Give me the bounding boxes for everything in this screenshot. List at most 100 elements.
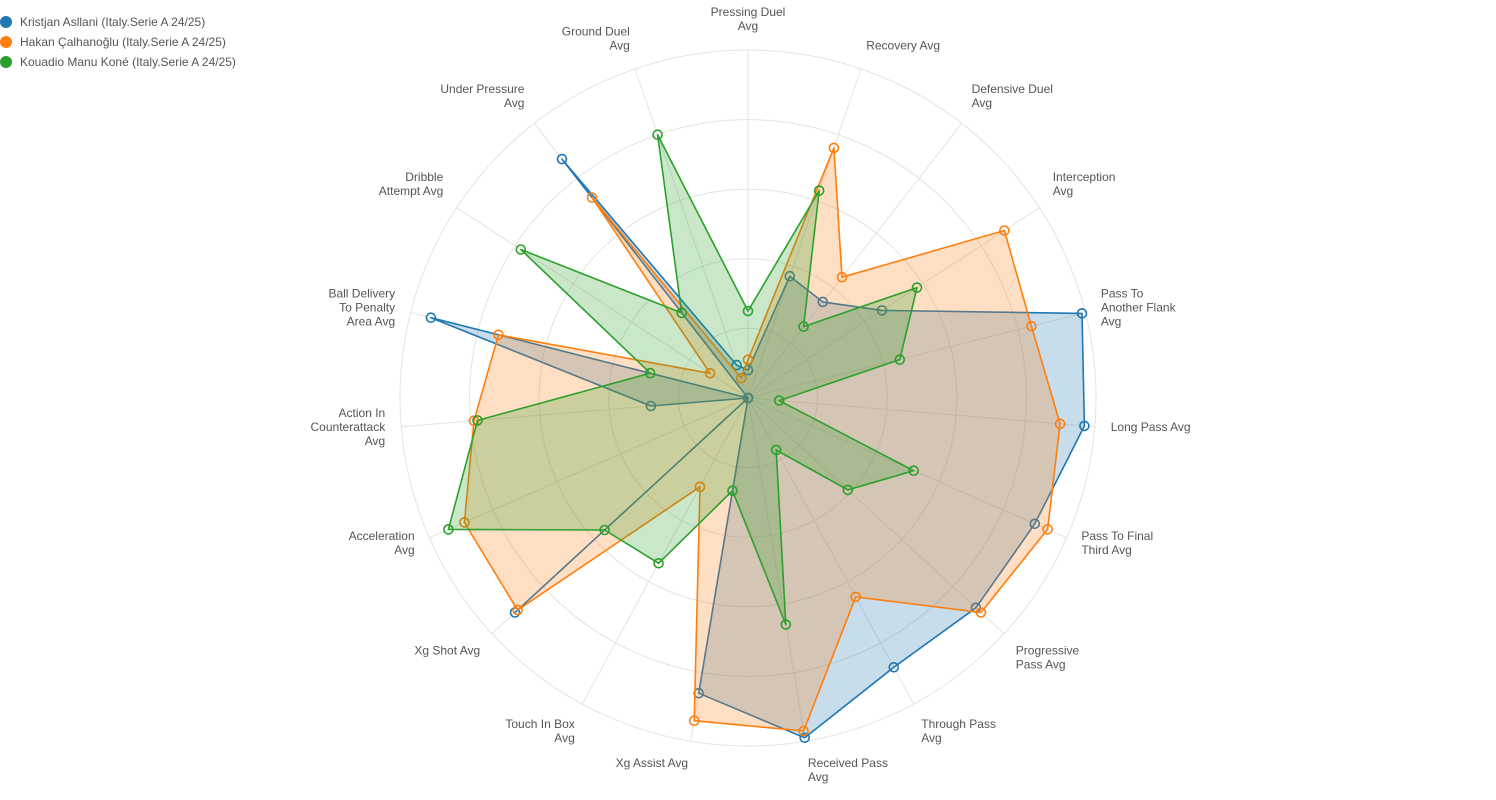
grid-spoke xyxy=(747,397,1095,428)
data-point xyxy=(770,444,782,456)
axis-label-line: Received Pass xyxy=(808,756,888,770)
axis-label-line: Ground Duel xyxy=(562,25,630,39)
axis-label: Acceleration Avg xyxy=(349,529,415,557)
data-point xyxy=(676,307,688,319)
axis-label-line: Avg xyxy=(738,19,758,33)
axis-label-line: Avg xyxy=(972,96,992,110)
data-point xyxy=(975,607,987,618)
data-point xyxy=(742,354,754,366)
axis-label-line: Pressing Duel xyxy=(711,5,786,19)
data-point xyxy=(842,484,854,496)
data-point xyxy=(828,142,840,154)
legend-label-asllani: Kristjan Asllani (Italy.Serie A 24/25) xyxy=(20,15,206,29)
data-point xyxy=(1076,308,1088,319)
grid-spoke xyxy=(747,312,1086,399)
axis-label-line: Avg xyxy=(365,434,385,448)
data-point xyxy=(688,715,700,727)
data-point xyxy=(888,661,900,673)
legend-label-kone: Kouadio Manu Koné (Italy.Serie A 24/25) xyxy=(20,55,236,69)
axis-label: Progressive Pass Avg xyxy=(1016,644,1080,672)
axis-label-line: Avg xyxy=(921,731,941,745)
data-point xyxy=(731,359,743,371)
axis-label-line: Avg xyxy=(1053,184,1073,198)
data-point xyxy=(742,305,754,317)
data-point xyxy=(509,607,521,618)
data-point xyxy=(1026,320,1037,332)
axis-label: Interception Avg xyxy=(1053,170,1116,198)
axis-label-line: Pass To xyxy=(1101,287,1144,301)
grid-spoke xyxy=(747,397,1005,635)
data-point xyxy=(813,185,825,196)
axis-label-line: Dribble xyxy=(405,170,443,184)
axis-label: Received Pass Avg xyxy=(808,756,888,784)
axis-label: Defensive Duel Avg xyxy=(972,82,1053,110)
axis-label-line: Avg xyxy=(394,543,414,557)
legend-item-calhanoglu[interactable]: Hakan Çalhanoğlu (Italy.Serie A 24/25) xyxy=(0,32,236,52)
grid-spoke xyxy=(747,397,806,742)
axis-label: Xg Shot Avg xyxy=(414,644,480,658)
axis-label-line: Through Pass xyxy=(921,717,996,731)
axis-label-line: Recovery Avg xyxy=(866,39,940,53)
data-point xyxy=(799,732,811,744)
data-point xyxy=(876,305,888,316)
legend-item-kone[interactable]: Kouadio Manu Koné (Italy.Serie A 24/25) xyxy=(0,52,236,72)
data-point xyxy=(817,296,829,308)
data-point xyxy=(443,524,454,535)
axis-label: Pass To Another Flank Avg xyxy=(1101,287,1177,329)
data-point xyxy=(798,321,809,332)
data-point xyxy=(999,225,1010,236)
grid-spoke xyxy=(747,207,1040,399)
data-point xyxy=(908,465,920,477)
series-2 xyxy=(443,129,923,630)
data-point xyxy=(472,415,483,426)
grid-spoke xyxy=(747,123,963,399)
axis-label: Through Pass Avg xyxy=(921,717,996,745)
data-point xyxy=(556,153,568,165)
data-point xyxy=(780,619,792,630)
series-area xyxy=(447,133,918,626)
axis-label-line: Pass Avg xyxy=(1016,658,1066,672)
legend-item-asllani[interactable]: Kristjan Asllani (Italy.Serie A 24/25) xyxy=(0,12,236,32)
data-point xyxy=(645,400,657,412)
axis-label-line: Action In xyxy=(339,406,386,420)
series-1 xyxy=(459,142,1066,737)
axis-label: Xg Assist Avg xyxy=(616,756,689,770)
axis-label-line: To Penalty xyxy=(339,301,395,315)
data-point xyxy=(644,367,656,379)
axis-label: Dribble Attempt Avg xyxy=(379,170,444,198)
legend-marker-calhanoglu xyxy=(0,36,12,48)
data-point xyxy=(742,392,754,404)
axis-label-line: Attempt Avg xyxy=(379,184,443,198)
data-point xyxy=(773,395,785,406)
data-point xyxy=(836,271,848,283)
data-point xyxy=(493,329,504,341)
legend-marker-asllani xyxy=(0,16,12,28)
axis-label-line: Avg xyxy=(554,731,574,745)
chart-legend: Kristjan Asllani (Italy.Serie A 24/25) H… xyxy=(0,12,236,72)
axis-label-line: Avg xyxy=(1101,315,1121,329)
grid-spoke xyxy=(429,397,749,539)
legend-label-calhanoglu: Hakan Çalhanoğlu (Italy.Serie A 24/25) xyxy=(20,35,226,49)
axis-label-line: Xg Shot Avg xyxy=(414,644,480,658)
data-point xyxy=(652,129,663,140)
axis-label-line: Another Flank xyxy=(1101,301,1177,315)
data-point xyxy=(586,192,598,203)
axis-label-line: Area Avg xyxy=(347,315,395,329)
data-point xyxy=(599,524,610,536)
axis-label: Long Pass Avg xyxy=(1111,420,1191,434)
axis-label-line: Avg xyxy=(808,770,828,784)
data-point xyxy=(735,372,747,384)
series-area xyxy=(430,158,1086,739)
data-point xyxy=(653,557,664,569)
axis-label-line: Third Avg xyxy=(1081,543,1131,557)
data-point xyxy=(1042,524,1053,535)
data-point xyxy=(515,244,527,255)
data-point xyxy=(425,312,437,324)
data-point xyxy=(911,282,923,293)
axis-label-line: Defensive Duel xyxy=(972,82,1053,96)
grid-spoke xyxy=(747,68,862,399)
data-point xyxy=(1079,420,1090,432)
axis-label-line: Ball Delivery xyxy=(328,287,395,301)
